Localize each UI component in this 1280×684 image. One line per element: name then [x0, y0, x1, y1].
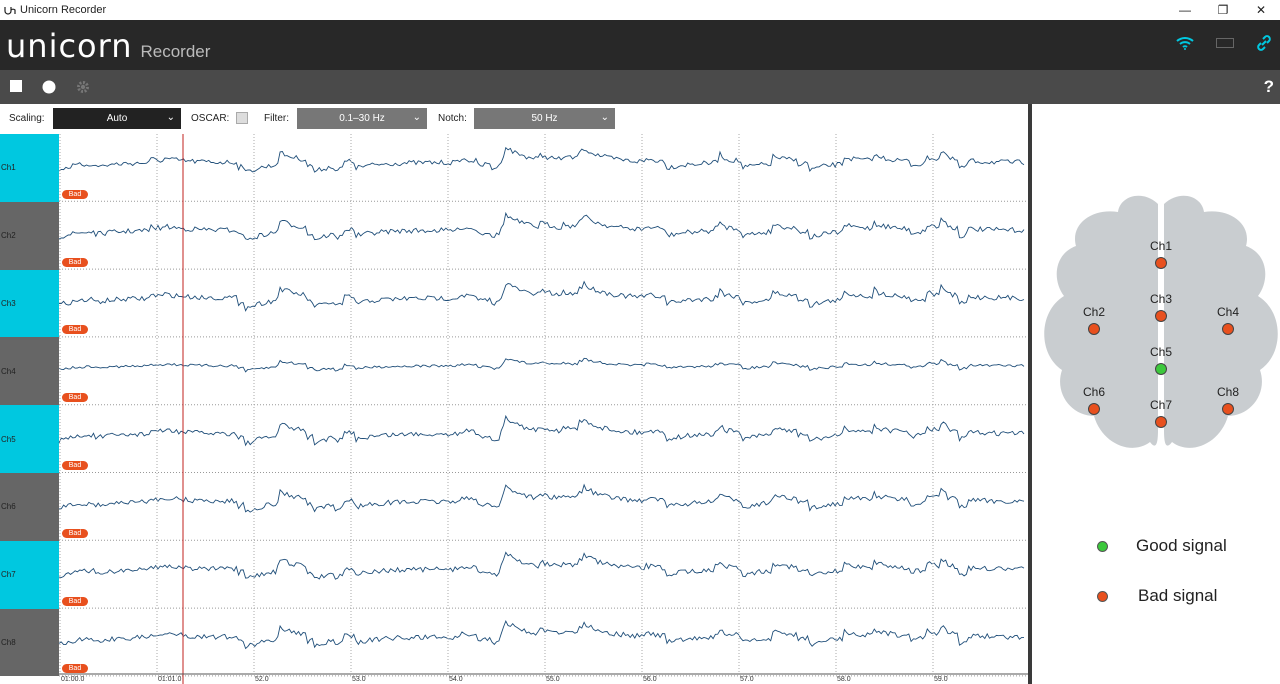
wifi-icon[interactable]: [1176, 36, 1194, 50]
gear-icon[interactable]: [76, 80, 90, 94]
time-tick-label: 53.0: [352, 676, 366, 683]
help-icon[interactable]: ?: [1263, 77, 1274, 96]
eeg-traces: 01:00.0 01:01.0 52.0 53.0 54.0 55.0 56.0 57.0 58…: [58, 134, 1028, 684]
time-tick-label: 01:00.0: [61, 676, 84, 683]
scaling-value: Auto: [106, 113, 128, 124]
app-logo: unicorn Recorder: [6, 30, 210, 62]
channel-label-ch2[interactable]: Ch2: [0, 201, 59, 270]
stop-icon[interactable]: [10, 80, 22, 92]
electrode-label-ch3: Ch3: [1149, 292, 1173, 306]
eeg-trace-ch7: [58, 551, 1025, 580]
channel-label-ch3[interactable]: Ch3: [0, 269, 59, 338]
filter-label: Filter:: [264, 113, 289, 124]
oscar-checkbox[interactable]: [236, 112, 248, 124]
status-badge: Bad: [62, 461, 88, 470]
status-badge: Bad: [62, 664, 88, 674]
electrode-label-ch8: Ch8: [1216, 385, 1240, 399]
status-badge: Bad: [62, 528, 88, 538]
scaling-label: Scaling:: [9, 113, 45, 124]
status-badge: Bad: [62, 393, 88, 403]
time-tick-label: 57.0: [740, 676, 754, 683]
eeg-trace-ch4: [58, 357, 1025, 373]
bad-signal-dot: [1097, 590, 1108, 602]
window-title: Unicorn Recorder: [20, 4, 107, 16]
toolbar: ?: [0, 70, 1280, 104]
electrode-label-ch1: Ch1: [1149, 239, 1173, 253]
eeg-trace-ch2: [58, 211, 1025, 241]
controls-bar: Scaling: Auto ⌄ OSCAR: Filter: 0.1–30 Hz…: [0, 104, 1030, 134]
logo-text: unicorn: [6, 27, 133, 65]
time-tick-label: 55.0: [546, 676, 560, 683]
legend-bad-label: Bad signal: [1138, 586, 1218, 605]
time-tick-label: 54.0: [449, 676, 463, 683]
time-tick-label: 52.0: [255, 676, 269, 683]
status-badge: Bad: [62, 257, 88, 267]
eeg-trace-ch5: [58, 414, 1025, 447]
filter-value: 0.1–30 Hz: [339, 113, 385, 124]
time-tick-label: 01:01.0: [158, 676, 181, 683]
channel-label-ch7[interactable]: Ch7: [0, 540, 59, 609]
electrode-dot-ch5[interactable]: [1155, 363, 1167, 375]
channel-label-ch4[interactable]: Ch4: [0, 337, 59, 406]
legend-good: Good signal: [1097, 536, 1227, 556]
eeg-trace-ch6: [58, 483, 1025, 513]
signal-quality-panel: Ch1 Ch2 Ch3 Ch4 Ch5 Ch6 Ch7 Ch8 Good signal Bad…: [1032, 104, 1280, 684]
link-icon[interactable]: [1256, 35, 1272, 51]
time-tick-label: 59.0: [934, 676, 948, 683]
panel-divider[interactable]: [1028, 104, 1032, 684]
channel-label-ch1[interactable]: Ch1: [0, 134, 59, 202]
electrode-dot-ch2[interactable]: [1088, 323, 1100, 335]
minimize-button[interactable]: —: [1179, 3, 1191, 17]
scaling-dropdown[interactable]: Auto ⌄: [53, 108, 181, 129]
electrode-dot-ch6[interactable]: [1088, 403, 1100, 415]
eeg-plot: Ch1 Bad Ch2 Bad Ch3 Bad Ch4 Bad Ch5 Bad Ch6 Bad Ch7 B…: [0, 134, 1030, 684]
electrode-dot-ch1[interactable]: [1155, 257, 1167, 269]
time-tick-label: 56.0: [643, 676, 657, 683]
status-badge: Bad: [62, 596, 88, 606]
channel-label-ch8[interactable]: Ch8: [0, 608, 59, 677]
electrode-label-ch2: Ch2: [1082, 305, 1106, 319]
eeg-trace-ch3: [58, 280, 1025, 312]
electrode-dot-ch3[interactable]: [1155, 310, 1167, 322]
close-button[interactable]: ✕: [1255, 3, 1267, 17]
app-header: unicorn Recorder: [0, 20, 1280, 70]
electrode-dot-ch7[interactable]: [1155, 416, 1167, 428]
notch-dropdown[interactable]: 50 Hz ⌄: [474, 108, 615, 129]
record-icon[interactable]: [42, 80, 56, 94]
window-titlebar: Unicorn Recorder — ❐ ✕: [0, 0, 1280, 20]
channel-label-ch5[interactable]: Ch5: [0, 405, 59, 473]
filter-dropdown[interactable]: 0.1–30 Hz ⌄: [297, 108, 427, 129]
app-icon: [4, 7, 16, 15]
time-tick-label: 58.0: [837, 676, 851, 683]
status-badge: Bad: [62, 189, 88, 199]
notch-label: Notch:: [438, 113, 467, 124]
legend-good-label: Good signal: [1136, 536, 1227, 555]
chevron-down-icon: ⌄: [166, 112, 175, 123]
good-signal-dot: [1097, 540, 1108, 552]
eeg-trace-ch1: [58, 146, 1025, 173]
chevron-down-icon: ⌄: [412, 112, 421, 123]
logo-subtitle: Recorder: [140, 42, 211, 61]
chevron-down-icon: ⌄: [600, 112, 609, 123]
notch-value: 50 Hz: [531, 113, 558, 124]
status-badge: Bad: [62, 325, 88, 335]
legend-bad: Bad signal: [1097, 586, 1217, 606]
electrode-label-ch6: Ch6: [1082, 385, 1106, 399]
channel-label-ch6[interactable]: Ch6: [0, 473, 59, 541]
electrode-dot-ch4[interactable]: [1222, 323, 1234, 335]
electrode-label-ch4: Ch4: [1216, 305, 1240, 319]
maximize-button[interactable]: ❐: [1217, 3, 1229, 17]
electrode-label-ch7: Ch7: [1149, 398, 1173, 412]
battery-icon: [1216, 38, 1234, 48]
oscar-label: OSCAR:: [191, 113, 230, 124]
head-map: [1044, 195, 1278, 448]
eeg-trace-ch8: [58, 620, 1024, 650]
electrode-label-ch5: Ch5: [1149, 345, 1173, 359]
electrode-dot-ch8[interactable]: [1222, 403, 1234, 415]
